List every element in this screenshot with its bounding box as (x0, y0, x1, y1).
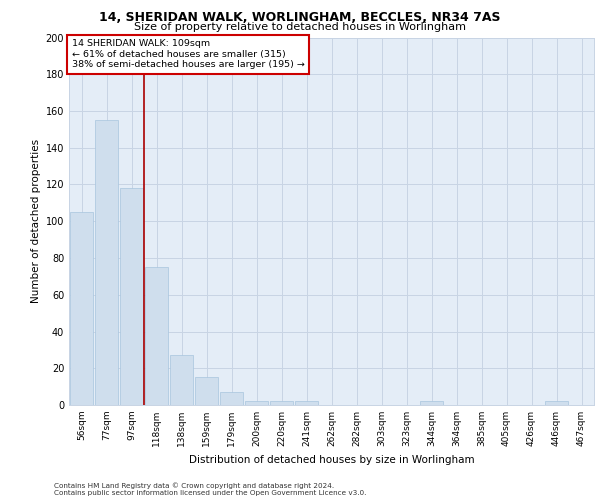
Text: Contains public sector information licensed under the Open Government Licence v3: Contains public sector information licen… (54, 490, 367, 496)
Bar (220, 392, 243, 405)
Bar (170, 356, 193, 405)
Bar (195, 378, 218, 405)
Text: 14 SHERIDAN WALK: 109sqm
← 61% of detached houses are smaller (315)
38% of semi-: 14 SHERIDAN WALK: 109sqm ← 61% of detach… (71, 40, 305, 69)
Bar (545, 402, 568, 405)
Bar (245, 402, 268, 405)
Y-axis label: Number of detached properties: Number of detached properties (31, 139, 41, 304)
Text: Size of property relative to detached houses in Worlingham: Size of property relative to detached ho… (134, 22, 466, 32)
Bar (95, 120, 118, 405)
Text: Contains HM Land Registry data © Crown copyright and database right 2024.: Contains HM Land Registry data © Crown c… (54, 482, 334, 489)
Bar (145, 267, 168, 405)
Bar (70, 212, 93, 405)
X-axis label: Distribution of detached houses by size in Worlingham: Distribution of detached houses by size … (188, 454, 475, 464)
Bar (295, 402, 318, 405)
Text: 14, SHERIDAN WALK, WORLINGHAM, BECCLES, NR34 7AS: 14, SHERIDAN WALK, WORLINGHAM, BECCLES, … (99, 11, 501, 24)
Bar (270, 402, 293, 405)
Bar (120, 188, 143, 405)
Bar (420, 402, 443, 405)
